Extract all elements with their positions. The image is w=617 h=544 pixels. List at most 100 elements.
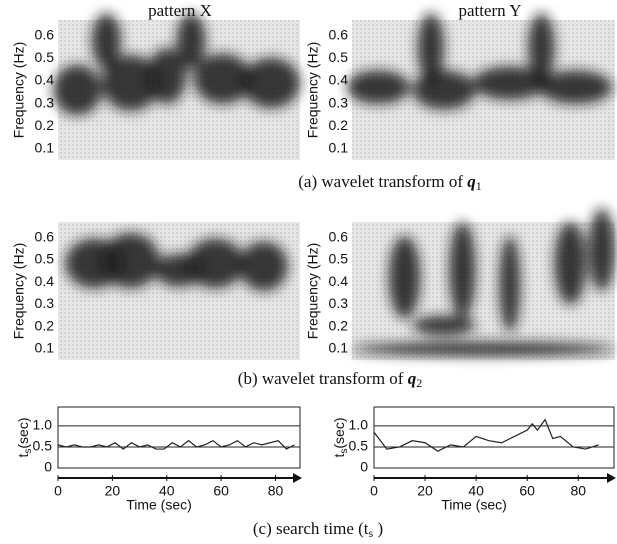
- energy-blob: [528, 13, 555, 83]
- y-tick-label: 0.4: [329, 273, 349, 289]
- x-tick-label: 40: [468, 483, 484, 499]
- energy-blob: [499, 235, 521, 333]
- y-axis-label: ts(sec): [15, 417, 34, 457]
- plot-frame: [57, 406, 301, 469]
- energy-blob: [193, 53, 252, 104]
- energy-blob: [472, 66, 547, 100]
- x-tick-label: 80: [268, 483, 284, 499]
- caption: (c) search time (ts ): [253, 519, 383, 540]
- energy-blob: [154, 253, 204, 287]
- y-axis-label-sub: s: [339, 449, 350, 454]
- y-tick-label: 0.1: [329, 139, 349, 155]
- energy-blob: [147, 48, 187, 104]
- spectrogram-energy: [53, 13, 300, 116]
- y-tick-label: 0.4: [329, 72, 349, 88]
- y-tick-label: 0.5: [329, 251, 349, 267]
- x-tick-label: 0: [54, 483, 62, 499]
- energy-blob: [91, 13, 121, 69]
- caption-symbol: q: [408, 369, 417, 388]
- y-tick-label: 0.2: [35, 117, 55, 133]
- energy-blob: [101, 55, 160, 111]
- energy-blob: [176, 13, 206, 69]
- y-tick-label: 0.5: [329, 49, 349, 65]
- x-axis-label: Time (sec): [126, 497, 192, 513]
- y-axis-label-sub: s: [23, 449, 34, 454]
- y-tick-label: 0: [360, 459, 368, 475]
- energy-blob: [53, 64, 102, 116]
- y-axis-label-unit: (sec): [15, 417, 31, 448]
- y-tick-label: 0.1: [35, 139, 55, 155]
- y-tick-label: 0: [44, 459, 52, 475]
- caption-text: (a) wavelet transform of: [298, 172, 467, 191]
- energy-blob: [417, 13, 445, 83]
- y-axis-label-text: t: [15, 454, 31, 458]
- x-tick-label: 60: [519, 483, 535, 499]
- x-tick-label: 60: [213, 483, 229, 499]
- caption-sub: 2: [416, 376, 422, 390]
- caption-text: (b) wavelet transform of: [238, 369, 408, 388]
- energy-blob: [101, 233, 160, 289]
- energy-blob: [346, 70, 410, 104]
- energy-blob: [239, 241, 288, 291]
- energy-blob: [554, 222, 587, 305]
- y-tick-label: 0.5: [349, 438, 369, 454]
- x-axis-arrow: [293, 473, 302, 483]
- y-tick-label: 1.0: [349, 417, 369, 433]
- y-axis-label: ts(sec): [331, 417, 350, 457]
- y-axis-label: Frequency (Hz): [305, 243, 321, 339]
- caption-symbol: q: [467, 172, 476, 191]
- y-tick-label: 0.5: [33, 438, 53, 454]
- y-tick-label: 0.6: [329, 228, 349, 244]
- y-tick-label: 0.3: [329, 295, 349, 311]
- caption: (a) wavelet transform of q1: [298, 172, 481, 193]
- y-tick-label: 0.5: [35, 251, 55, 267]
- y-tick-label: 0.3: [329, 94, 349, 110]
- x-tick-label: 40: [159, 483, 175, 499]
- y-tick-label: 0.3: [35, 295, 55, 311]
- spectrogram-energy: [65, 233, 288, 291]
- energy-blob: [449, 221, 476, 319]
- column-header: pattern Y: [458, 1, 521, 20]
- spectrogram-energy: [352, 208, 615, 356]
- x-tick-label: 80: [570, 483, 586, 499]
- data-line: [57, 439, 295, 450]
- x-axis-arrow: [607, 473, 616, 483]
- y-tick-label: 0.1: [35, 340, 55, 356]
- caption-sub: s: [369, 526, 374, 540]
- caption-text: ): [373, 519, 383, 538]
- y-tick-label: 0.6: [329, 27, 349, 43]
- energy-blob: [588, 208, 615, 291]
- column-header: pattern X: [148, 1, 212, 20]
- y-tick-label: 0.4: [35, 72, 55, 88]
- data-line: [373, 418, 599, 452]
- x-tick-label: 20: [417, 483, 433, 499]
- y-tick-label: 0.2: [35, 317, 55, 333]
- plot-frame: [373, 406, 615, 469]
- y-tick-label: 0.2: [329, 317, 349, 333]
- y-tick-label: 0.2: [329, 117, 349, 133]
- energy-blob: [388, 235, 421, 319]
- caption-sub: 1: [476, 179, 482, 193]
- x-axis-label: Time (sec): [441, 497, 507, 513]
- energy-blob: [412, 315, 476, 336]
- y-tick-label: 0.1: [329, 340, 349, 356]
- x-tick-label: 0: [370, 483, 378, 499]
- energy-blob: [412, 70, 476, 110]
- y-tick-label: 0.3: [35, 94, 55, 110]
- energy-blob: [352, 342, 615, 356]
- energy-blob: [241, 57, 300, 109]
- y-axis-label: Frequency (Hz): [11, 243, 27, 339]
- y-tick-label: 1.0: [33, 417, 53, 433]
- energy-blob: [538, 70, 613, 104]
- y-tick-label: 0.6: [35, 228, 55, 244]
- y-tick-label: 0.5: [35, 49, 55, 65]
- spectrogram-energy: [346, 13, 613, 110]
- y-tick-label: 0.6: [35, 27, 55, 43]
- y-tick-label: 0.4: [35, 273, 55, 289]
- x-tick-label: 20: [105, 483, 121, 499]
- y-axis-label-unit: (sec): [331, 417, 347, 448]
- y-axis-label: Frequency (Hz): [11, 42, 27, 138]
- caption: (b) wavelet transform of q2: [238, 369, 422, 390]
- y-axis-label: Frequency (Hz): [305, 42, 321, 138]
